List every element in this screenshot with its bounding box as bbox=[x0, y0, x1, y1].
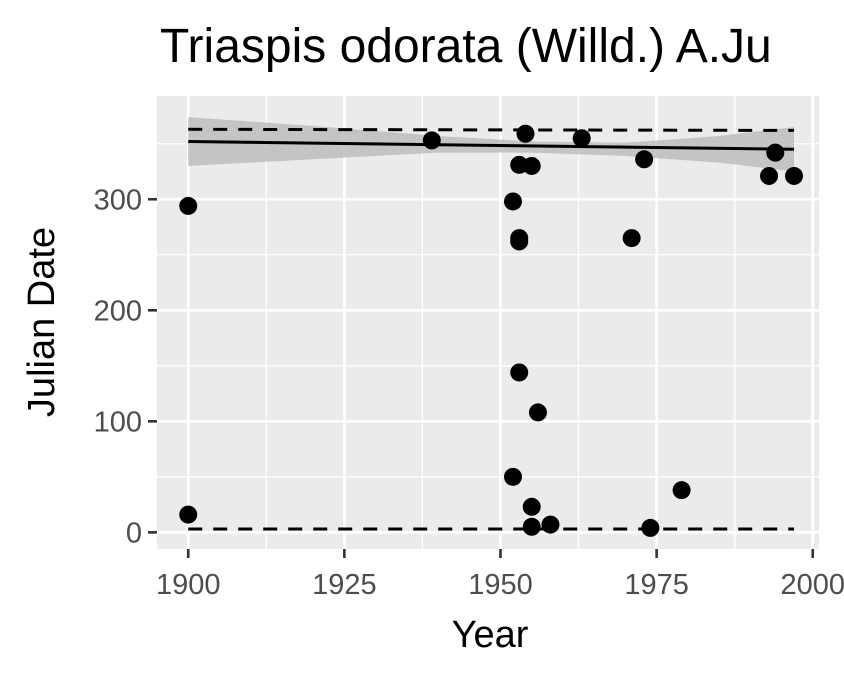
data-point bbox=[785, 166, 804, 185]
chart-title: Triaspis odorata (Willd.) A.Ju bbox=[160, 20, 772, 73]
data-point bbox=[641, 518, 660, 537]
x-tick-label: 1950 bbox=[468, 569, 533, 601]
data-point bbox=[503, 192, 522, 211]
data-point bbox=[522, 517, 541, 536]
y-tick-label: 200 bbox=[94, 295, 142, 327]
data-point bbox=[760, 166, 779, 185]
y-axis-title: Julian Date bbox=[21, 227, 63, 417]
data-point bbox=[572, 129, 591, 148]
x-tick-label: 1975 bbox=[624, 569, 689, 601]
data-point bbox=[503, 467, 522, 486]
trend-line bbox=[188, 140, 795, 151]
data-point bbox=[510, 363, 529, 382]
data-point bbox=[635, 150, 654, 169]
data-point bbox=[510, 232, 529, 251]
x-tick-label: 1925 bbox=[312, 569, 377, 601]
data-point bbox=[672, 481, 691, 500]
data-point bbox=[528, 403, 547, 422]
y-tick-label: 300 bbox=[94, 184, 142, 216]
data-point bbox=[541, 515, 560, 534]
x-tick-label: 2000 bbox=[780, 569, 844, 601]
y-tick-label: 100 bbox=[94, 406, 142, 438]
data-point bbox=[516, 124, 535, 143]
data-point bbox=[766, 143, 785, 162]
upper-quantile-line bbox=[188, 127, 795, 132]
plot-panel bbox=[157, 96, 819, 549]
y-tick-label: 0 bbox=[126, 517, 142, 549]
data-point bbox=[622, 229, 641, 248]
data-point bbox=[522, 156, 541, 175]
data-point bbox=[422, 131, 441, 150]
data-point bbox=[179, 196, 198, 215]
data-point bbox=[522, 497, 541, 516]
x-axis-title: Year bbox=[452, 614, 529, 656]
x-tick-label: 1900 bbox=[156, 569, 221, 601]
data-point bbox=[179, 505, 198, 524]
